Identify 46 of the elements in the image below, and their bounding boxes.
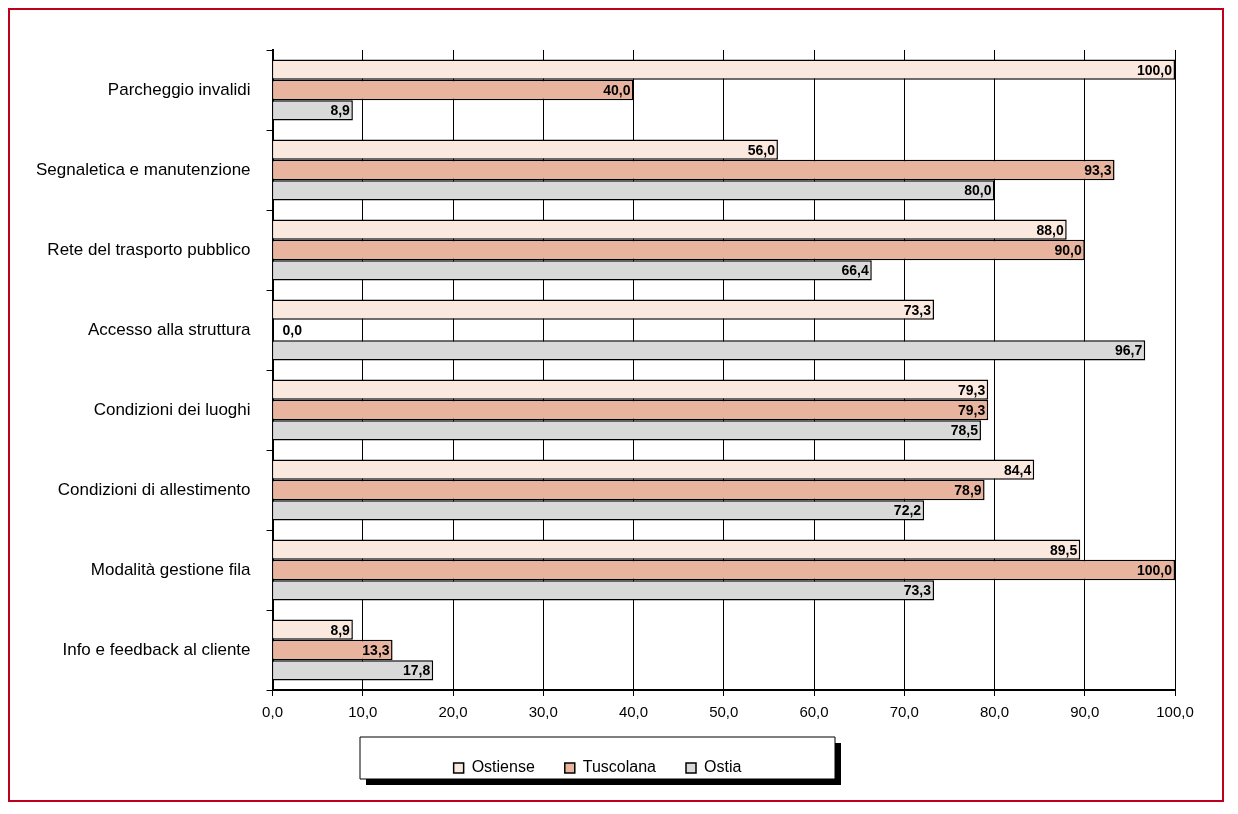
legend-label: Tuscolana — [582, 758, 657, 776]
y-tick-label: Parcheggio invalidi — [107, 79, 251, 99]
x-tick-label: 60,0 — [799, 703, 829, 721]
data-label: 89,5 — [1049, 541, 1078, 558]
y-tick-label: Condizioni di allestimento — [57, 479, 251, 499]
data-label: 0,0 — [282, 321, 303, 338]
data-label: 8,9 — [330, 102, 351, 119]
data-label: 17,8 — [402, 662, 431, 679]
data-label: 78,9 — [954, 481, 982, 498]
data-label: 100,0 — [1136, 61, 1173, 78]
data-label: 79,3 — [957, 401, 986, 418]
x-tick-label: 70,0 — [889, 703, 919, 721]
data-label: 72,2 — [893, 502, 922, 519]
y-tick-label: Segnaletica e manutenzione — [36, 159, 251, 179]
x-tick-label: 80,0 — [979, 703, 1010, 721]
data-label: 84,4 — [1003, 461, 1032, 478]
y-tick-label: Rete del trasporto pubblico — [47, 239, 251, 259]
data-label: 79,3 — [957, 381, 986, 398]
x-tick-label: 40,0 — [618, 703, 649, 721]
data-label: 90,0 — [1054, 241, 1082, 258]
data-label: 80,0 — [964, 182, 992, 199]
x-tick-label: 0,0 — [262, 703, 283, 721]
data-label: 88,0 — [1036, 221, 1064, 238]
data-label: 73,3 — [903, 301, 932, 318]
data-label: 13,3 — [362, 641, 390, 658]
data-label: 56,0 — [747, 141, 776, 158]
data-label: 100,0 — [1136, 561, 1173, 578]
legend-label: Ostia — [704, 758, 742, 776]
data-label: 73,3 — [903, 582, 932, 599]
data-label: 93,3 — [1084, 161, 1112, 178]
y-tick-label: Condizioni dei luoghi — [93, 399, 251, 419]
x-tick-label: 20,0 — [438, 703, 468, 721]
data-label: 78,5 — [950, 422, 979, 439]
data-label: 96,7 — [1114, 342, 1143, 359]
x-tick-label: 90,0 — [1070, 703, 1100, 721]
data-label: 66,4 — [841, 262, 869, 279]
x-tick-label: 100,0 — [1156, 703, 1194, 721]
data-label: 40,0 — [603, 81, 631, 98]
y-tick-label: Info e feedback al cliente — [62, 639, 251, 659]
y-tick-label: Accesso alla struttura — [88, 319, 252, 339]
data-label: 8,9 — [330, 621, 351, 638]
x-tick-label: 10,0 — [348, 703, 378, 721]
y-tick-label: Modalità gestione fila — [90, 559, 252, 579]
x-tick-label: 30,0 — [528, 703, 558, 721]
x-tick-label: 50,0 — [709, 703, 739, 721]
legend-label: Ostiense — [471, 758, 535, 776]
